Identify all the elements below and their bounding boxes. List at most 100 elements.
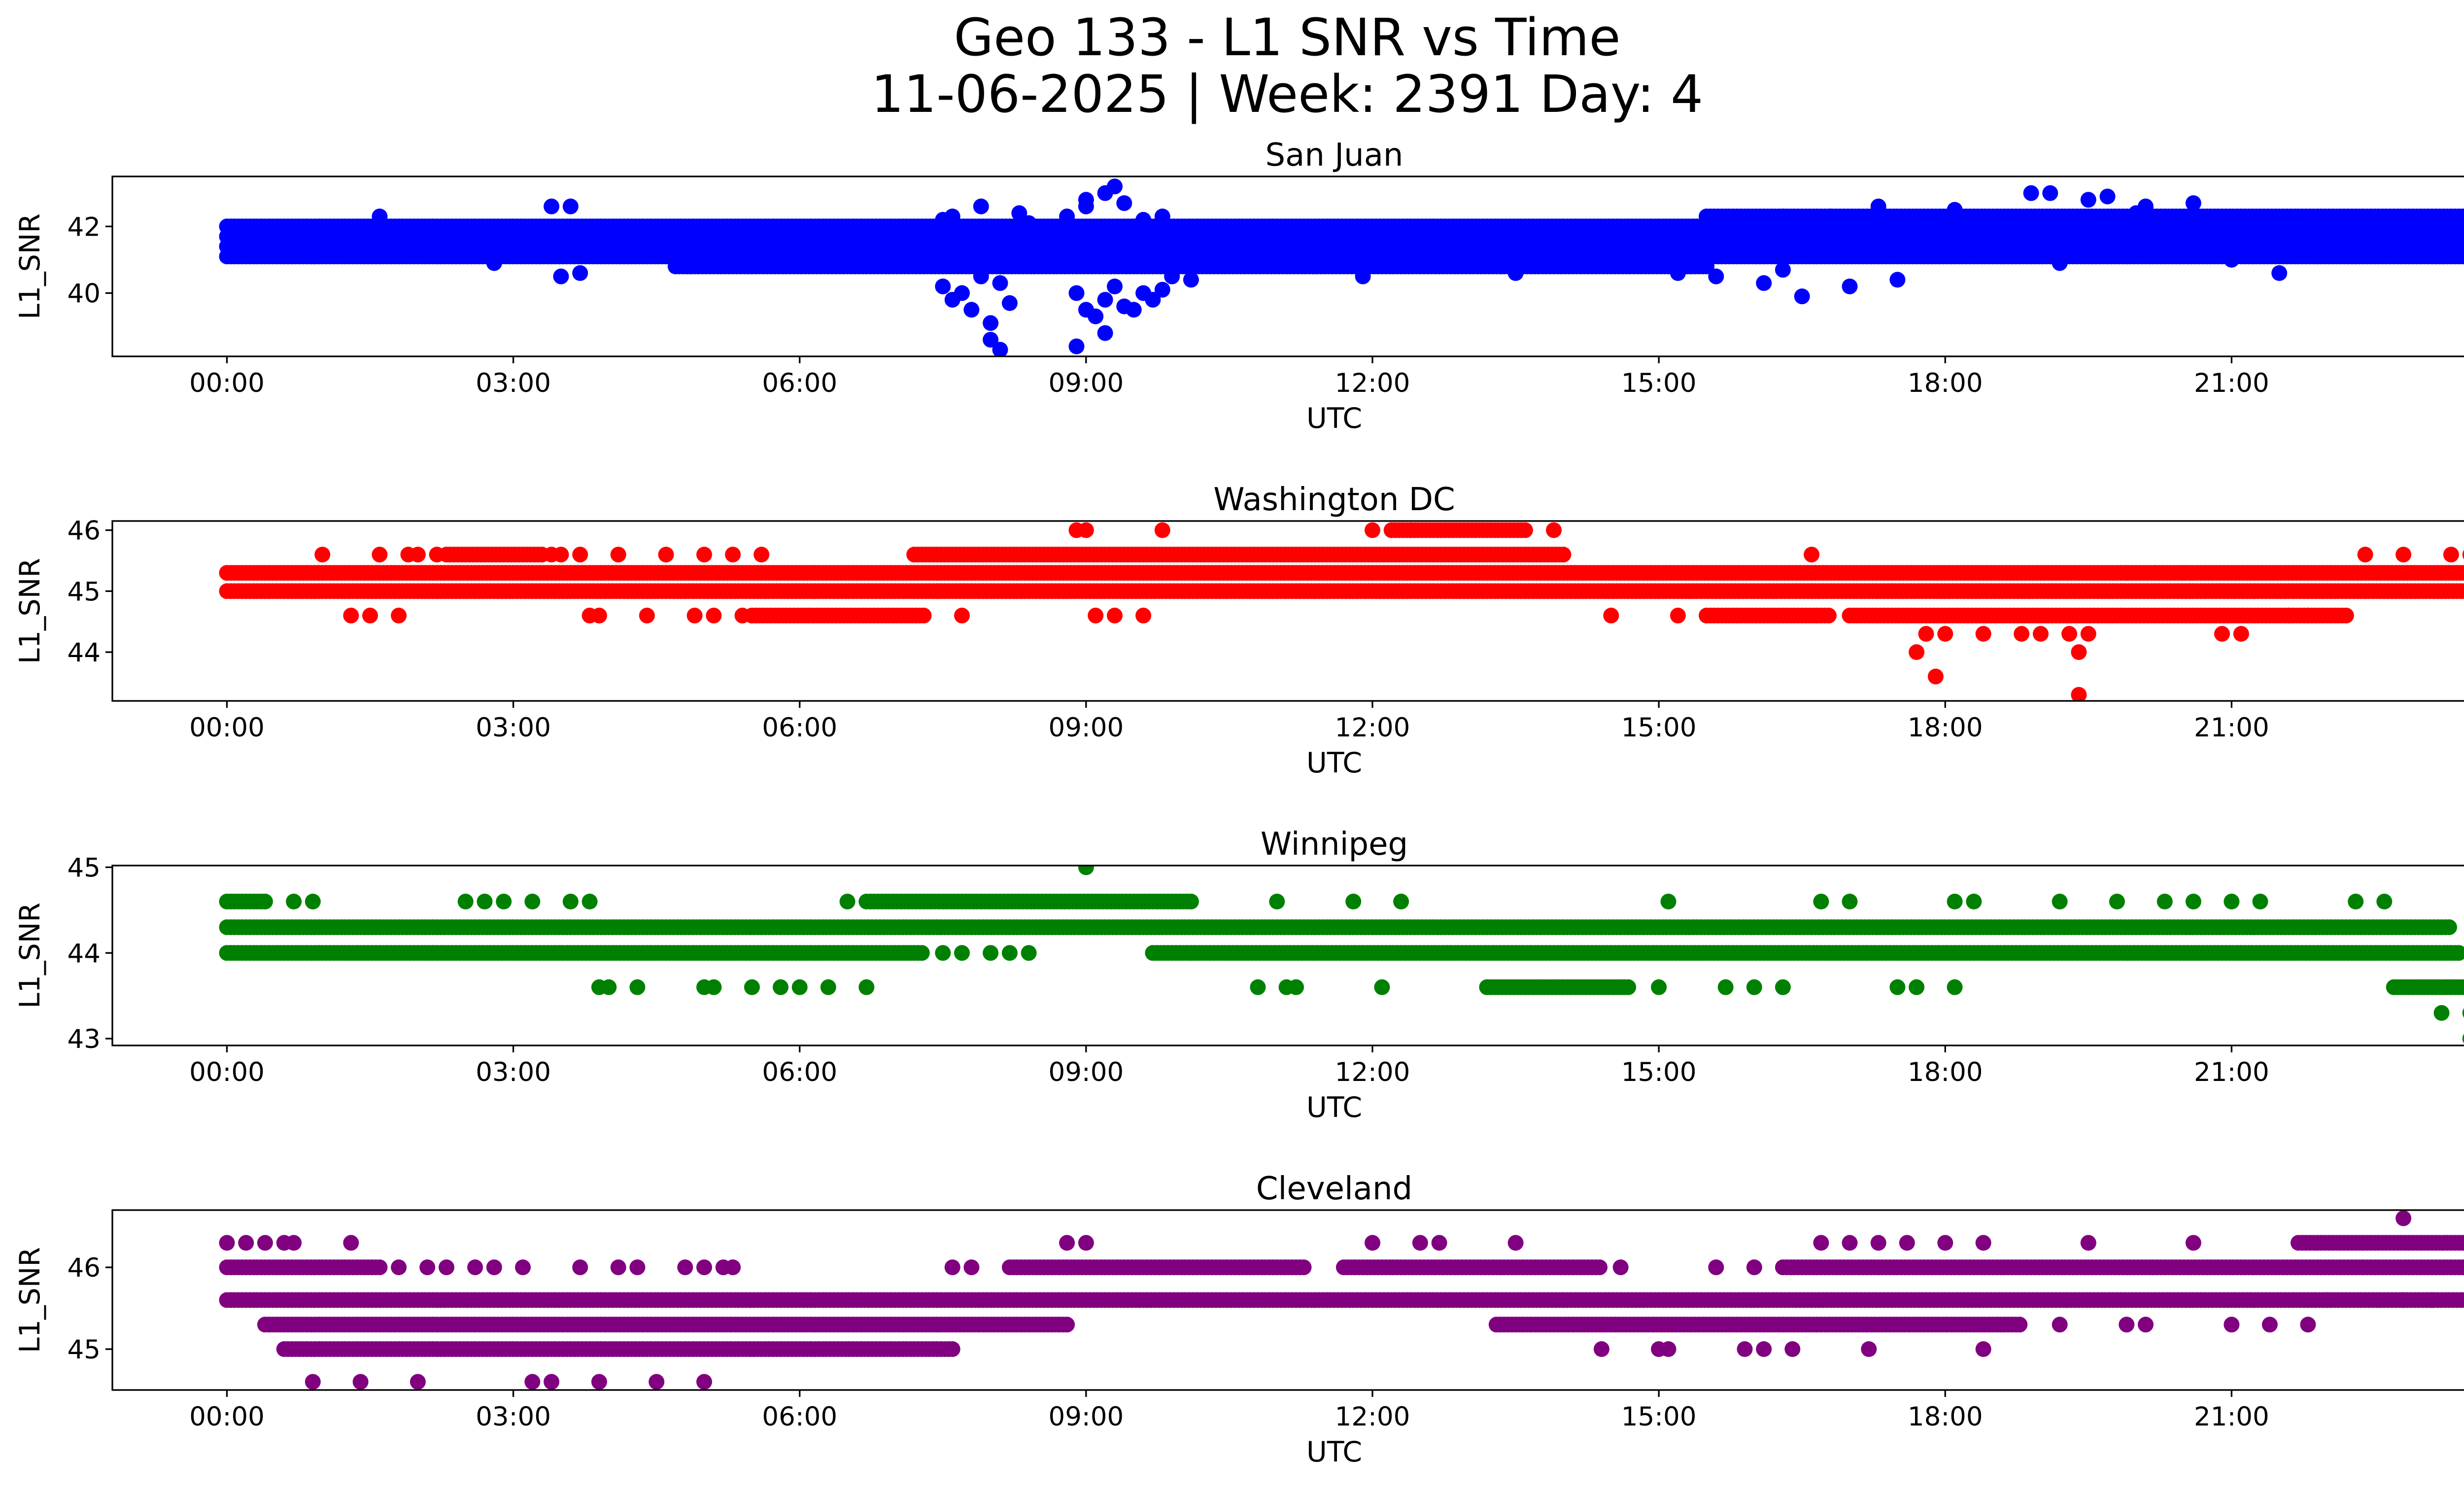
y-tick-label: 42 <box>68 212 101 242</box>
data-point <box>2233 626 2249 642</box>
x-tick-label: 09:00 <box>1048 713 1124 743</box>
data-point <box>1546 522 1562 538</box>
data-point <box>1078 522 1094 538</box>
data-point <box>706 607 722 624</box>
data-point <box>391 607 407 624</box>
data-point <box>1164 268 1180 284</box>
x-tick-label: 06:00 <box>762 368 837 398</box>
data-point <box>2080 626 2096 642</box>
data-point <box>1011 205 1027 221</box>
data-point <box>2023 185 2039 201</box>
data-point <box>2443 547 2459 563</box>
x-tick-label: 15:00 <box>1621 713 1697 743</box>
data-point <box>2071 687 2087 701</box>
data-point <box>1775 262 1791 278</box>
data-point <box>1889 272 1906 288</box>
data-point <box>562 198 579 214</box>
data-point <box>1365 522 1380 538</box>
data-point <box>2119 565 2135 581</box>
panel-2-series <box>219 866 2464 1043</box>
data-point <box>983 332 999 348</box>
data-point <box>1107 178 1123 195</box>
data-point <box>725 547 741 563</box>
data-point <box>1059 209 1075 225</box>
panel-0-title: San Juan <box>1266 137 1403 174</box>
data-point <box>1937 626 1953 642</box>
data-point <box>572 547 588 563</box>
panel-1-y-axis-label: L1_SNR <box>14 558 46 664</box>
data-point <box>1107 278 1123 295</box>
y-tick-label: 45 <box>68 577 101 607</box>
data-point <box>1403 522 1419 538</box>
data-point <box>1756 275 1772 291</box>
data-point <box>658 547 674 563</box>
data-point <box>1088 308 1104 324</box>
data-point <box>1555 547 1572 563</box>
data-point <box>2462 251 2464 261</box>
data-point <box>2462 211 2464 221</box>
data-point <box>1068 285 1085 301</box>
x-tick-label: 21:00 <box>2194 713 2269 743</box>
data-point <box>992 275 1008 291</box>
y-tick-label: 40 <box>68 279 101 309</box>
data-point <box>1804 547 1820 563</box>
data-point <box>916 607 932 624</box>
panel-0-series <box>219 178 2464 356</box>
data-point <box>2033 626 2049 642</box>
data-point <box>2300 607 2316 624</box>
data-point <box>935 278 951 295</box>
data-point <box>1975 626 1991 642</box>
data-point <box>362 607 378 624</box>
data-point <box>686 607 703 624</box>
data-point <box>1909 644 1925 660</box>
data-point <box>1154 209 1170 225</box>
data-point <box>591 607 607 624</box>
data-point <box>2042 185 2058 201</box>
data-point <box>2458 248 2464 264</box>
data-point <box>1135 607 1152 624</box>
data-point <box>1078 192 1094 208</box>
data-point <box>2271 265 2288 281</box>
data-point <box>1183 272 1199 288</box>
data-point <box>1708 268 1724 284</box>
data-point <box>1842 278 1858 295</box>
data-point <box>2348 248 2364 265</box>
data-point <box>2357 547 2373 563</box>
x-tick-label: 00:00 <box>189 368 265 398</box>
data-point <box>1365 255 1380 271</box>
data-point <box>429 547 445 563</box>
data-point <box>1154 522 1170 538</box>
data-point <box>1088 607 1104 624</box>
data-point <box>983 218 999 235</box>
data-point <box>1021 215 1037 231</box>
data-point <box>2281 607 2297 624</box>
x-tick-label: 18:00 <box>1908 713 1983 743</box>
data-point <box>1870 198 1886 214</box>
panel-1-x-axis-label: UTC <box>1306 747 1362 779</box>
data-point <box>963 302 980 318</box>
data-point <box>973 268 989 284</box>
data-point <box>1116 195 1132 211</box>
data-point <box>343 607 359 624</box>
panel-0-y-axis-label: L1_SNR <box>14 213 46 319</box>
data-point <box>1794 288 1810 305</box>
data-point <box>1154 281 1170 298</box>
x-tick-label: 09:00 <box>1048 368 1124 398</box>
data-point <box>973 198 989 214</box>
y-tick-label: 44 <box>68 638 101 668</box>
data-point <box>696 547 712 563</box>
data-point <box>544 198 560 214</box>
data-point <box>1918 626 1934 642</box>
x-tick-label: 00:00 <box>189 713 265 743</box>
panel-2-title: Winnipeg <box>1261 826 1408 863</box>
data-point <box>1947 202 1963 218</box>
data-point <box>2458 209 2464 224</box>
panel-1-series <box>219 522 2464 701</box>
data-point <box>2338 607 2354 624</box>
data-point <box>2185 195 2201 211</box>
data-point <box>1507 265 1524 281</box>
panel-0-x-axis-label: UTC <box>1306 402 1362 435</box>
